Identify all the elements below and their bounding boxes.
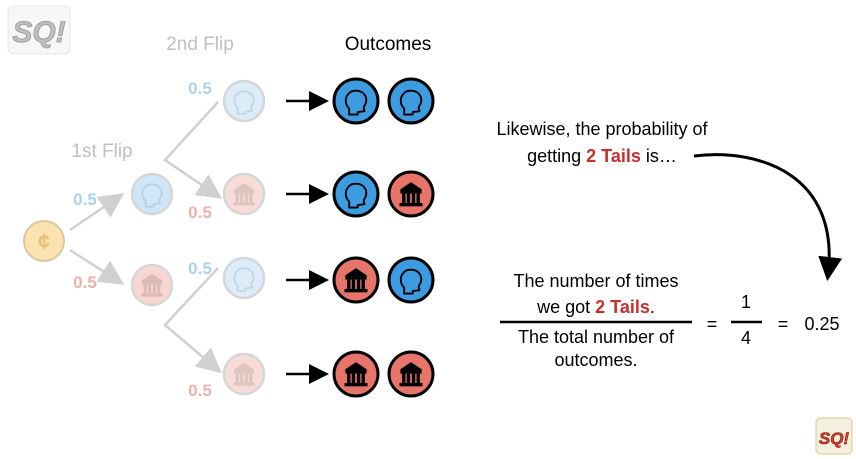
fraction-denominator: 4 bbox=[741, 328, 751, 348]
second-flip-tails-icon-2 bbox=[222, 352, 266, 396]
second-flip-heads-icon-1 bbox=[222, 79, 266, 123]
outcomes-label: Outcomes bbox=[345, 34, 432, 55]
first-flip-tails-icon bbox=[130, 263, 174, 307]
prob-second-top: 0.5 bbox=[188, 79, 212, 98]
coin-symbol: ¢ bbox=[38, 229, 50, 254]
outcome-tails-icon bbox=[387, 170, 435, 218]
equals-sign-1: = bbox=[707, 314, 718, 334]
equals-sign-2: = bbox=[778, 314, 789, 334]
second-flip-label: 2nd Flip bbox=[166, 34, 234, 55]
denominator-line1: The total number of bbox=[518, 327, 675, 347]
prob-second-lower-mid: 0.5 bbox=[188, 259, 212, 278]
outcome-heads-icon bbox=[387, 256, 435, 304]
explanation-line2: getting 2 Tails is… bbox=[527, 146, 677, 166]
numerator-line2-prefix: we got bbox=[536, 297, 595, 317]
result-value: 0.25 bbox=[804, 314, 839, 334]
statquest-logo: SQ! bbox=[7, 5, 71, 55]
outcome-heads-icon bbox=[387, 77, 435, 125]
second-flip-heads-icon-2 bbox=[222, 256, 266, 300]
tree-branches bbox=[69, 101, 223, 374]
logo-text: SQ! bbox=[12, 16, 65, 49]
numerator-highlight: 2 Tails bbox=[595, 297, 650, 317]
outcome-heads-icon bbox=[332, 77, 380, 125]
prob-first-heads: 0.5 bbox=[73, 190, 97, 209]
explanation-line2-suffix: is… bbox=[641, 146, 677, 166]
outcome-tails-icon bbox=[387, 350, 435, 398]
curved-arrow bbox=[693, 153, 843, 281]
fraction-numerator: 1 bbox=[741, 292, 751, 312]
explanation-line2-prefix: getting bbox=[527, 146, 586, 166]
second-flip-tails-icon-1 bbox=[222, 172, 266, 216]
prob-second-bottom: 0.5 bbox=[188, 381, 212, 400]
outcome-tails-icon bbox=[332, 256, 380, 304]
numerator-line2: we got 2 Tails. bbox=[536, 297, 655, 317]
coin-icon: ¢ bbox=[23, 220, 65, 262]
logo-small-text: SQ! bbox=[819, 429, 850, 448]
denominator-line2: outcomes. bbox=[554, 350, 637, 370]
prob-first-tails: 0.5 bbox=[73, 273, 97, 292]
statquest-logo-small: SQ! bbox=[815, 417, 853, 455]
formula: The number of times we got 2 Tails. The … bbox=[500, 271, 840, 370]
first-flip-heads-icon bbox=[130, 172, 174, 216]
first-flip-label: 1st Flip bbox=[71, 141, 132, 162]
outcome-heads-icon bbox=[332, 170, 380, 218]
outcomes bbox=[332, 77, 435, 398]
outcome-tails-icon bbox=[332, 350, 380, 398]
prob-second-upper-mid: 0.5 bbox=[188, 203, 212, 222]
explanation-highlight: 2 Tails bbox=[586, 146, 641, 166]
explanation-line1: Likewise, the probability of bbox=[496, 119, 708, 139]
outcome-arrows bbox=[286, 91, 329, 384]
numerator-line1: The number of times bbox=[513, 271, 678, 291]
numerator-line2-suffix: . bbox=[650, 297, 655, 317]
